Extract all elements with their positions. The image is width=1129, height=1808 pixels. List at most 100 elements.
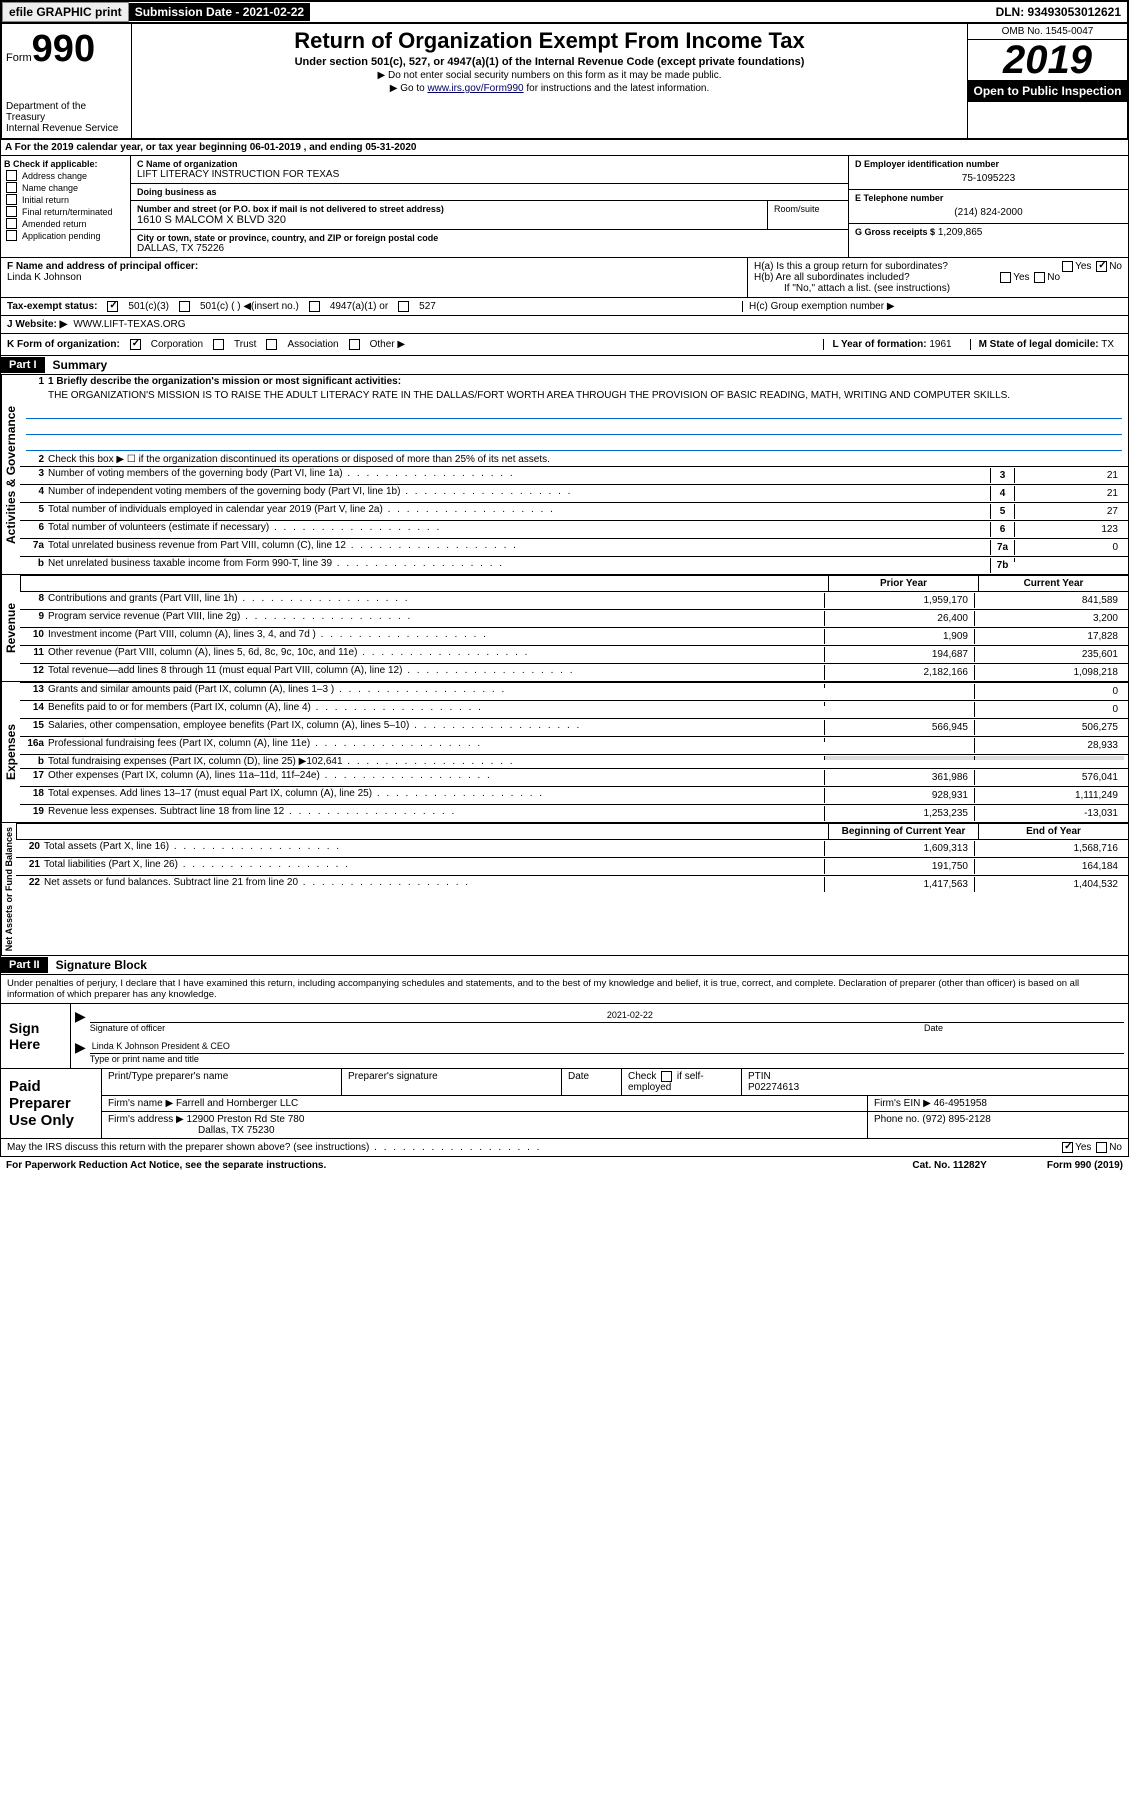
corp-checkbox[interactable]	[130, 339, 141, 350]
applicable-checkbox[interactable]	[6, 218, 17, 229]
governance-section: Activities & Governance 11 Briefly descr…	[0, 375, 1129, 575]
k-label: K Form of organization:	[7, 339, 120, 350]
arrow-icon: ▶	[75, 1039, 86, 1064]
checkbox-label: Application pending	[22, 231, 101, 241]
tax-period: A For the 2019 calendar year, or tax yea…	[0, 140, 1129, 156]
prior-year-value: 2,182,166	[824, 665, 974, 680]
line-text: Net assets or fund balances. Subtract li…	[44, 877, 824, 888]
dept-treasury: Department of the Treasury	[6, 101, 127, 123]
line-value: 21	[1014, 486, 1124, 501]
line-text: Grants and similar amounts paid (Part IX…	[48, 684, 824, 695]
current-year-value: 1,098,218	[974, 665, 1124, 680]
line-text: Program service revenue (Part VIII, line…	[48, 611, 824, 622]
form990-link[interactable]: www.irs.gov/Form990	[427, 83, 523, 94]
tax-year: 2019	[968, 40, 1127, 80]
net-assets-section: Net Assets or Fund Balances Beginning of…	[0, 823, 1129, 956]
discuss-no-checkbox[interactable]	[1096, 1142, 1107, 1153]
part2-header: Part II Signature Block	[0, 956, 1129, 975]
line-text: Benefits paid to or for members (Part IX…	[48, 702, 824, 713]
addr-label: Number and street (or P.O. box if mail i…	[137, 204, 761, 214]
governance-side-label: Activities & Governance	[1, 375, 20, 574]
footer: For Paperwork Reduction Act Notice, see …	[0, 1157, 1129, 1174]
line-ref: 7a	[990, 540, 1014, 555]
applicable-checkbox[interactable]	[6, 182, 17, 193]
trust-checkbox[interactable]	[213, 339, 224, 350]
hb-no-checkbox[interactable]	[1034, 272, 1045, 283]
blank-line	[26, 421, 1122, 435]
main-title: Return of Organization Exempt From Incom…	[136, 28, 963, 54]
ha-yes-checkbox[interactable]	[1062, 261, 1073, 272]
hb-yes-checkbox[interactable]	[1000, 272, 1011, 283]
other-checkbox[interactable]	[349, 339, 360, 350]
prep-name-header: Print/Type preparer's name	[102, 1069, 342, 1095]
applicable-checkbox[interactable]	[6, 230, 17, 241]
part1-header: Part I Summary	[0, 356, 1129, 375]
applicable-checkbox[interactable]	[6, 206, 17, 217]
prior-year-header: Prior Year	[828, 576, 978, 591]
discuss-yes-checkbox[interactable]	[1062, 1142, 1073, 1153]
preparer-label: Paid Preparer Use Only	[1, 1069, 101, 1138]
room-suite-label: Room/suite	[768, 201, 848, 229]
current-year-value: 164,184	[974, 859, 1124, 874]
4947-checkbox[interactable]	[309, 301, 320, 312]
line-text: Total revenue—add lines 8 through 11 (mu…	[48, 665, 824, 676]
prior-year-value	[824, 738, 974, 742]
hc-label: H(c) Group exemption number ▶	[742, 301, 1122, 312]
line-ref: 4	[990, 486, 1014, 501]
f-label: F Name and address of principal officer:	[7, 261, 741, 272]
penalty-text: Under penalties of perjury, I declare th…	[1, 975, 1128, 1003]
prior-year-value: 26,400	[824, 611, 974, 626]
revenue-section: Revenue Prior Year Current Year 8Contrib…	[0, 575, 1129, 682]
net-assets-side-label: Net Assets or Fund Balances	[1, 823, 16, 955]
ha-no-checkbox[interactable]	[1096, 261, 1107, 272]
line-ref: 3	[990, 468, 1014, 483]
line-ref: 5	[990, 504, 1014, 519]
current-year-value: 0	[974, 684, 1124, 699]
501c-checkbox[interactable]	[179, 301, 190, 312]
prior-year-value	[824, 756, 974, 760]
self-employed-cell: Check if self-employed	[622, 1069, 742, 1095]
efile-print-button[interactable]: efile GRAPHIC print	[2, 2, 129, 22]
firm-ein: 46-4951958	[934, 1098, 987, 1109]
street-address: 1610 S MALCOM X BLVD 320	[137, 214, 761, 226]
mission-label: 1 Briefly describe the organization's mi…	[48, 376, 1124, 387]
line-ref: 6	[990, 522, 1014, 537]
501c3-checkbox[interactable]	[107, 301, 118, 312]
website-value: WWW.LIFT-TEXAS.ORG	[73, 319, 185, 330]
checkbox-label: Name change	[22, 183, 78, 193]
assoc-checkbox[interactable]	[266, 339, 277, 350]
paperwork-notice: For Paperwork Reduction Act Notice, see …	[6, 1160, 326, 1171]
applicable-checkbox[interactable]	[6, 194, 17, 205]
prior-year-value: 1,609,313	[824, 841, 974, 856]
checkbox-label: Final return/terminated	[22, 207, 113, 217]
applicable-checkbox[interactable]	[6, 170, 17, 181]
current-year-value: 841,589	[974, 593, 1124, 608]
current-year-value: 1,568,716	[974, 841, 1124, 856]
ptin-value: P02274613	[748, 1082, 1122, 1093]
subtitle: Under section 501(c), 527, or 4947(a)(1)…	[136, 56, 963, 68]
current-year-value: 506,275	[974, 720, 1124, 735]
line-text: Number of independent voting members of …	[48, 486, 990, 497]
org-info-section: B Check if applicable: Address changeNam…	[0, 156, 1129, 258]
line2-text: Check this box ▶ ☐ if the organization d…	[48, 454, 1124, 465]
current-year-value: 235,601	[974, 647, 1124, 662]
line-text: Total liabilities (Part X, line 26)	[44, 859, 824, 870]
line-text: Professional fundraising fees (Part IX, …	[48, 738, 824, 749]
line-value: 123	[1014, 522, 1124, 537]
principal-officer: Linda K Johnson	[7, 272, 741, 283]
527-checkbox[interactable]	[398, 301, 409, 312]
firm-addr1: 12900 Preston Rd Ste 780	[187, 1114, 305, 1125]
current-year-header: Current Year	[978, 576, 1128, 591]
dln: DLN: 93493053012621	[990, 3, 1127, 21]
current-year-value: 1,404,532	[974, 877, 1124, 892]
line-text: Investment income (Part VIII, column (A)…	[48, 629, 824, 640]
discuss-text: May the IRS discuss this return with the…	[7, 1142, 541, 1153]
self-employed-checkbox[interactable]	[661, 1071, 672, 1082]
dba-label: Doing business as	[137, 187, 842, 197]
line-text: Total number of individuals employed in …	[48, 504, 990, 515]
line-value: 27	[1014, 504, 1124, 519]
prior-year-value	[824, 684, 974, 688]
prior-year-value: 1,959,170	[824, 593, 974, 608]
line-text: Contributions and grants (Part VIII, lin…	[48, 593, 824, 604]
gross-label: G Gross receipts $	[855, 227, 935, 237]
